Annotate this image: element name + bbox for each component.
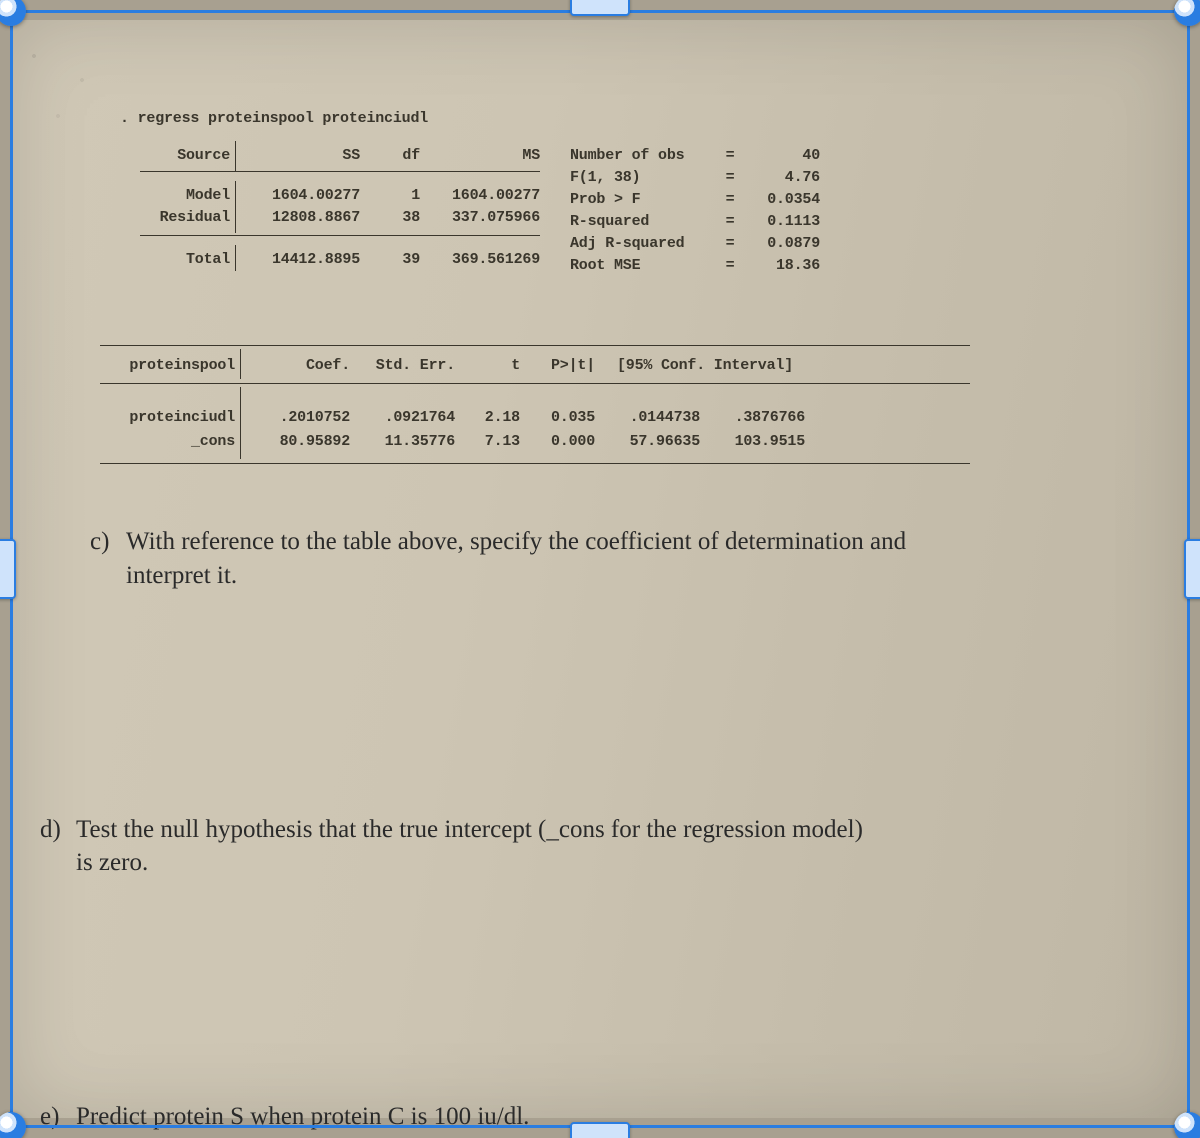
- crop-edge-top[interactable]: [570, 0, 630, 16]
- stat-eq: =: [720, 189, 740, 211]
- anova-model-ms: 1604.00277: [430, 185, 540, 207]
- anova-residual-ss: 12808.8867: [240, 207, 360, 229]
- anova-header-ss: SS: [240, 145, 360, 167]
- anova-model-df: 1: [370, 185, 420, 207]
- anova-model-ss: 1604.00277: [240, 185, 360, 207]
- document-page: . regress proteinspool proteinciudl Sour…: [10, 20, 1190, 1118]
- anova-residual-df: 38: [370, 207, 420, 229]
- coef-header-coef: Coef.: [250, 355, 350, 377]
- anova-header-source: Source: [140, 145, 230, 167]
- anova-vline: [235, 141, 236, 171]
- question-c: c)With reference to the table above, spe…: [90, 525, 1130, 593]
- stat-label: F(1, 38): [570, 167, 720, 189]
- coef-var: _cons: [100, 431, 235, 453]
- stat-label: R-squared: [570, 211, 720, 233]
- question-text: Test the null hypothesis that the true i…: [76, 816, 863, 843]
- coef-se: .0921764: [355, 407, 455, 429]
- stat-eq: =: [720, 255, 740, 277]
- stat-eq: =: [720, 233, 740, 255]
- coefficient-table: proteinspool Coef. Std. Err. t P>|t| [95…: [100, 345, 1130, 485]
- stata-command: . regress proteinspool proteinciudl: [120, 110, 1130, 127]
- coef-ci-hi: .3876766: [705, 407, 805, 429]
- anova-header-ms: MS: [430, 145, 540, 167]
- coef-ci-lo: .0144738: [600, 407, 700, 429]
- stat-value: 40: [740, 145, 820, 167]
- coef-rule: [100, 383, 970, 384]
- coef-coef: .2010752: [250, 407, 350, 429]
- coef-p: 0.000: [525, 431, 595, 453]
- stat-value: 0.0354: [740, 189, 820, 211]
- coef-header-depvar: proteinspool: [100, 355, 235, 377]
- stat-value: 18.36: [740, 255, 820, 277]
- question-text: Predict protein S when protein C is 100 …: [76, 1103, 529, 1130]
- anova-total-ms: 369.561269: [430, 249, 540, 271]
- stat-label: Adj R-squared: [570, 233, 720, 255]
- coef-se: 11.35776: [355, 431, 455, 453]
- anova-header-df: df: [370, 145, 420, 167]
- stat-label: Number of obs: [570, 145, 720, 167]
- stat-label: Root MSE: [570, 255, 720, 277]
- question-text: interpret it.: [126, 559, 1130, 593]
- stat-label: Prob > F: [570, 189, 720, 211]
- coef-header-se: Std. Err.: [355, 355, 455, 377]
- question-d: d)Test the null hypothesis that the true…: [40, 813, 1130, 881]
- coef-coef: 80.95892: [250, 431, 350, 453]
- question-text: is zero.: [76, 846, 1130, 880]
- coef-t: 2.18: [460, 407, 520, 429]
- coef-header-t: t: [460, 355, 520, 377]
- anova-total-df: 39: [370, 249, 420, 271]
- coef-vline: [240, 349, 241, 379]
- coef-p: 0.035: [525, 407, 595, 429]
- coef-ci-lo: 57.96635: [600, 431, 700, 453]
- anova-residual-ms: 337.075966: [430, 207, 540, 229]
- anova-rule: [140, 171, 540, 172]
- page-content: . regress proteinspool proteinciudl Sour…: [90, 110, 1130, 1134]
- coef-rule: [100, 345, 970, 346]
- coef-t: 7.13: [460, 431, 520, 453]
- anova-total-label: Total: [140, 249, 230, 271]
- coef-ci-hi: 103.9515: [705, 431, 805, 453]
- question-e: e)Predict protein S when protein C is 10…: [40, 1100, 1130, 1134]
- anova-vline: [235, 181, 236, 233]
- anova-rule: [140, 235, 540, 236]
- model-stats: Number of obs=40 F(1, 38)=4.76 Prob > F=…: [570, 145, 820, 277]
- question-label: d): [40, 813, 76, 847]
- anova-residual-label: Residual: [140, 207, 230, 229]
- stat-value: 0.0879: [740, 233, 820, 255]
- stat-value: 4.76: [740, 167, 820, 189]
- questions-block: c)With reference to the table above, spe…: [90, 525, 1130, 1134]
- stat-eq: =: [720, 211, 740, 233]
- coef-header-ci: [95% Conf. Interval]: [600, 355, 810, 377]
- anova-vline: [235, 245, 236, 271]
- coef-header-p: P>|t|: [525, 355, 595, 377]
- coef-row: proteinciudl .2010752 .0921764 2.18 0.03…: [100, 407, 970, 429]
- stat-eq: =: [720, 167, 740, 189]
- question-label: e): [40, 1100, 76, 1134]
- question-label: c): [90, 525, 126, 559]
- stat-value: 0.1113: [740, 211, 820, 233]
- coef-row: _cons 80.95892 11.35776 7.13 0.000 57.96…: [100, 431, 970, 453]
- question-text: With reference to the table above, speci…: [126, 528, 906, 555]
- anova-table: Source SS df MS Model 1604.00277 1 1604.…: [140, 145, 1130, 305]
- anova-model-label: Model: [140, 185, 230, 207]
- anova-total-ss: 14412.8895: [240, 249, 360, 271]
- coef-var: proteinciudl: [100, 407, 235, 429]
- stat-eq: =: [720, 145, 740, 167]
- coef-rule: [100, 463, 970, 464]
